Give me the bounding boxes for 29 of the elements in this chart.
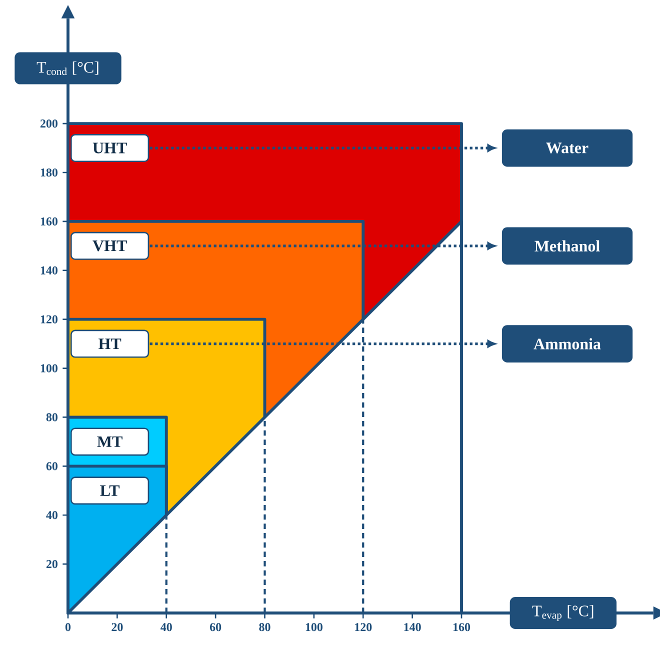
y-tick-label: 20 bbox=[46, 560, 58, 568]
y-axis-title: T$_{cond}$ [°C] bbox=[36, 61, 98, 76]
series-label: LT bbox=[100, 485, 120, 496]
series-label: MT bbox=[97, 436, 122, 447]
y-tick-label: 40 bbox=[46, 511, 58, 520]
y-tick-label: 80 bbox=[46, 413, 58, 422]
x-axis-title: T$_{evap}$ [°C] bbox=[532, 605, 594, 621]
y-tick-label: 100 bbox=[40, 364, 58, 372]
x-tick-label: 100 bbox=[306, 623, 322, 632]
y-tick-label: 120 bbox=[40, 315, 58, 324]
x-tick-label: 140 bbox=[404, 623, 421, 632]
series-label: HT bbox=[98, 338, 122, 350]
x-tick-label: 160 bbox=[453, 623, 470, 632]
x-tick-label: 120 bbox=[355, 623, 372, 632]
y-tick-label: 180 bbox=[40, 168, 58, 177]
x-tick-label: 0 bbox=[65, 623, 71, 632]
y-tick-label: 140 bbox=[40, 266, 58, 274]
x-tick-label: 80 bbox=[259, 623, 270, 632]
x-tick-label: 40 bbox=[160, 623, 172, 632]
annotation: Water bbox=[546, 142, 588, 154]
y-tick-label: 200 bbox=[40, 120, 58, 128]
y-tick-label: 60 bbox=[46, 462, 58, 470]
x-tick-label: 20 bbox=[112, 623, 123, 632]
y-tick-label: 160 bbox=[40, 217, 58, 226]
annotation: Ammonia bbox=[534, 338, 601, 350]
series-label: UHT bbox=[92, 142, 127, 154]
series-label: VHT bbox=[92, 240, 127, 252]
x-tick-label: 60 bbox=[210, 623, 222, 632]
annotation: Methanol bbox=[534, 240, 600, 252]
